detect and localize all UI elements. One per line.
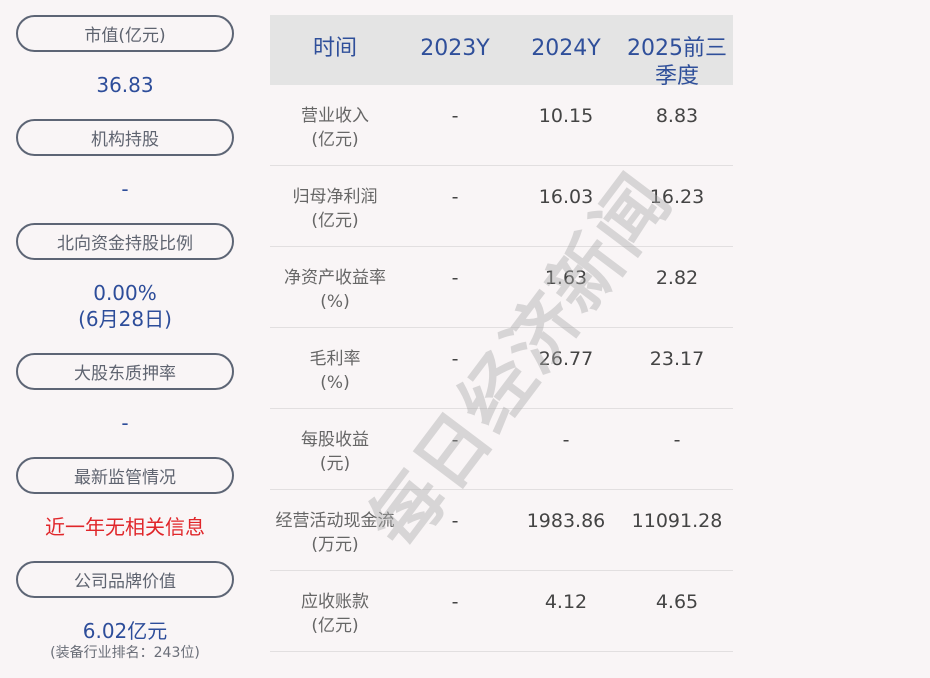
brand-rank-note: (装备行业排名：243位) [50,645,200,661]
metric-unit: (%) [320,373,350,393]
header-2025q3: 2025前三季度 [627,36,727,89]
cell-value: 11091.28 [631,510,723,532]
metric-name: 毛利率 [309,349,361,369]
cell-value: - [451,267,459,289]
label: 公司品牌价值 [74,572,176,592]
table-row: 营业收入 (亿元) - 10.15 8.83 [270,85,733,166]
cell-value: 1983.86 [526,510,606,532]
table-row: 归母净利润 (亿元) - 16.03 16.23 [270,166,733,247]
cell-value: 26.77 [538,348,594,370]
cell-value: - [451,186,459,208]
financial-table: 时间 2023Y 2024Y 2025前三季度 营业收入 (亿元) - 10.15 8.… [270,15,733,652]
cell-value: 10.15 [538,105,594,127]
cell-value: 16.03 [538,186,594,208]
cell-value: - [451,105,459,127]
northbound-ratio-value: 0.00% [93,281,157,305]
cell-value: 1.63 [544,267,588,289]
table-header: 时间 2023Y 2024Y 2025前三季度 [270,15,733,89]
metric-unit: (亿元) [311,211,359,231]
label: 市值(亿元) [84,26,166,46]
cell-value: 16.23 [649,186,705,208]
metric-unit: (元) [319,454,351,474]
brand-value: 6.02亿元 [82,619,168,643]
regulatory-status-value: 近一年无相关信息 [45,515,205,539]
pill-pledge-ratio: 大股东质押率 [16,353,234,390]
row-label: 应收账款 (亿元) [270,590,400,638]
row-label: 每股收益 (元) [270,428,400,476]
cell-value: 23.17 [649,348,705,370]
label: 最新监管情况 [74,468,176,488]
pledge-ratio-value: - [121,411,129,435]
cell-value: - [673,429,681,451]
cell-value: - [451,348,459,370]
table-row: 净资产收益率 (%) - 1.63 2.82 [270,247,733,328]
pill-brand-value: 公司品牌价值 [16,561,234,598]
header-time: 时间 [312,36,357,61]
institution-holding-value: - [121,177,129,201]
metric-name: 净资产收益率 [284,268,386,288]
metric-unit: (万元) [311,535,359,555]
row-label: 净资产收益率 (%) [270,266,400,314]
pill-market-cap: 市值(亿元) [16,15,234,52]
table-row: 经营活动现金流 (万元) - 1983.86 11091.28 [270,490,733,571]
label: 大股东质押率 [74,364,176,384]
cell-value: - [451,510,459,532]
cell-value: - [562,429,570,451]
metric-name: 每股收益 [301,430,369,450]
pill-institution-holding: 机构持股 [16,119,234,156]
cell-value: 4.12 [544,591,588,613]
metric-name: 应收账款 [301,592,369,612]
metric-name: 归母净利润 [292,187,378,207]
table-row: 每股收益 (元) - - - [270,409,733,490]
metric-unit: (亿元) [311,616,359,636]
cell-value: - [451,429,459,451]
header-2024: 2024Y [531,36,601,61]
row-label: 归母净利润 (亿元) [270,185,400,233]
label: 机构持股 [91,130,159,150]
metric-name: 经营活动现金流 [275,511,395,531]
cell-value: 2.82 [655,267,699,289]
metric-unit: (%) [320,292,350,312]
row-label: 经营活动现金流 (万元) [270,509,400,557]
cell-value: - [451,591,459,613]
metric-name: 营业收入 [301,106,369,126]
pill-northbound-ratio: 北向资金持股比例 [16,223,234,260]
header-2023: 2023Y [420,36,490,61]
row-label: 营业收入 (亿元) [270,104,400,152]
metric-unit: (亿元) [311,130,359,150]
cell-value: 4.65 [655,591,699,613]
cell-value: 8.83 [655,105,699,127]
table-row: 应收账款 (亿元) - 4.12 4.65 [270,571,733,652]
northbound-ratio-date: (6月28日) [78,307,172,331]
label: 北向资金持股比例 [57,234,193,254]
market-cap-value: 36.83 [96,73,154,97]
row-label: 毛利率 (%) [270,347,400,395]
table-row: 毛利率 (%) - 26.77 23.17 [270,328,733,409]
pill-regulatory-status: 最新监管情况 [16,457,234,494]
